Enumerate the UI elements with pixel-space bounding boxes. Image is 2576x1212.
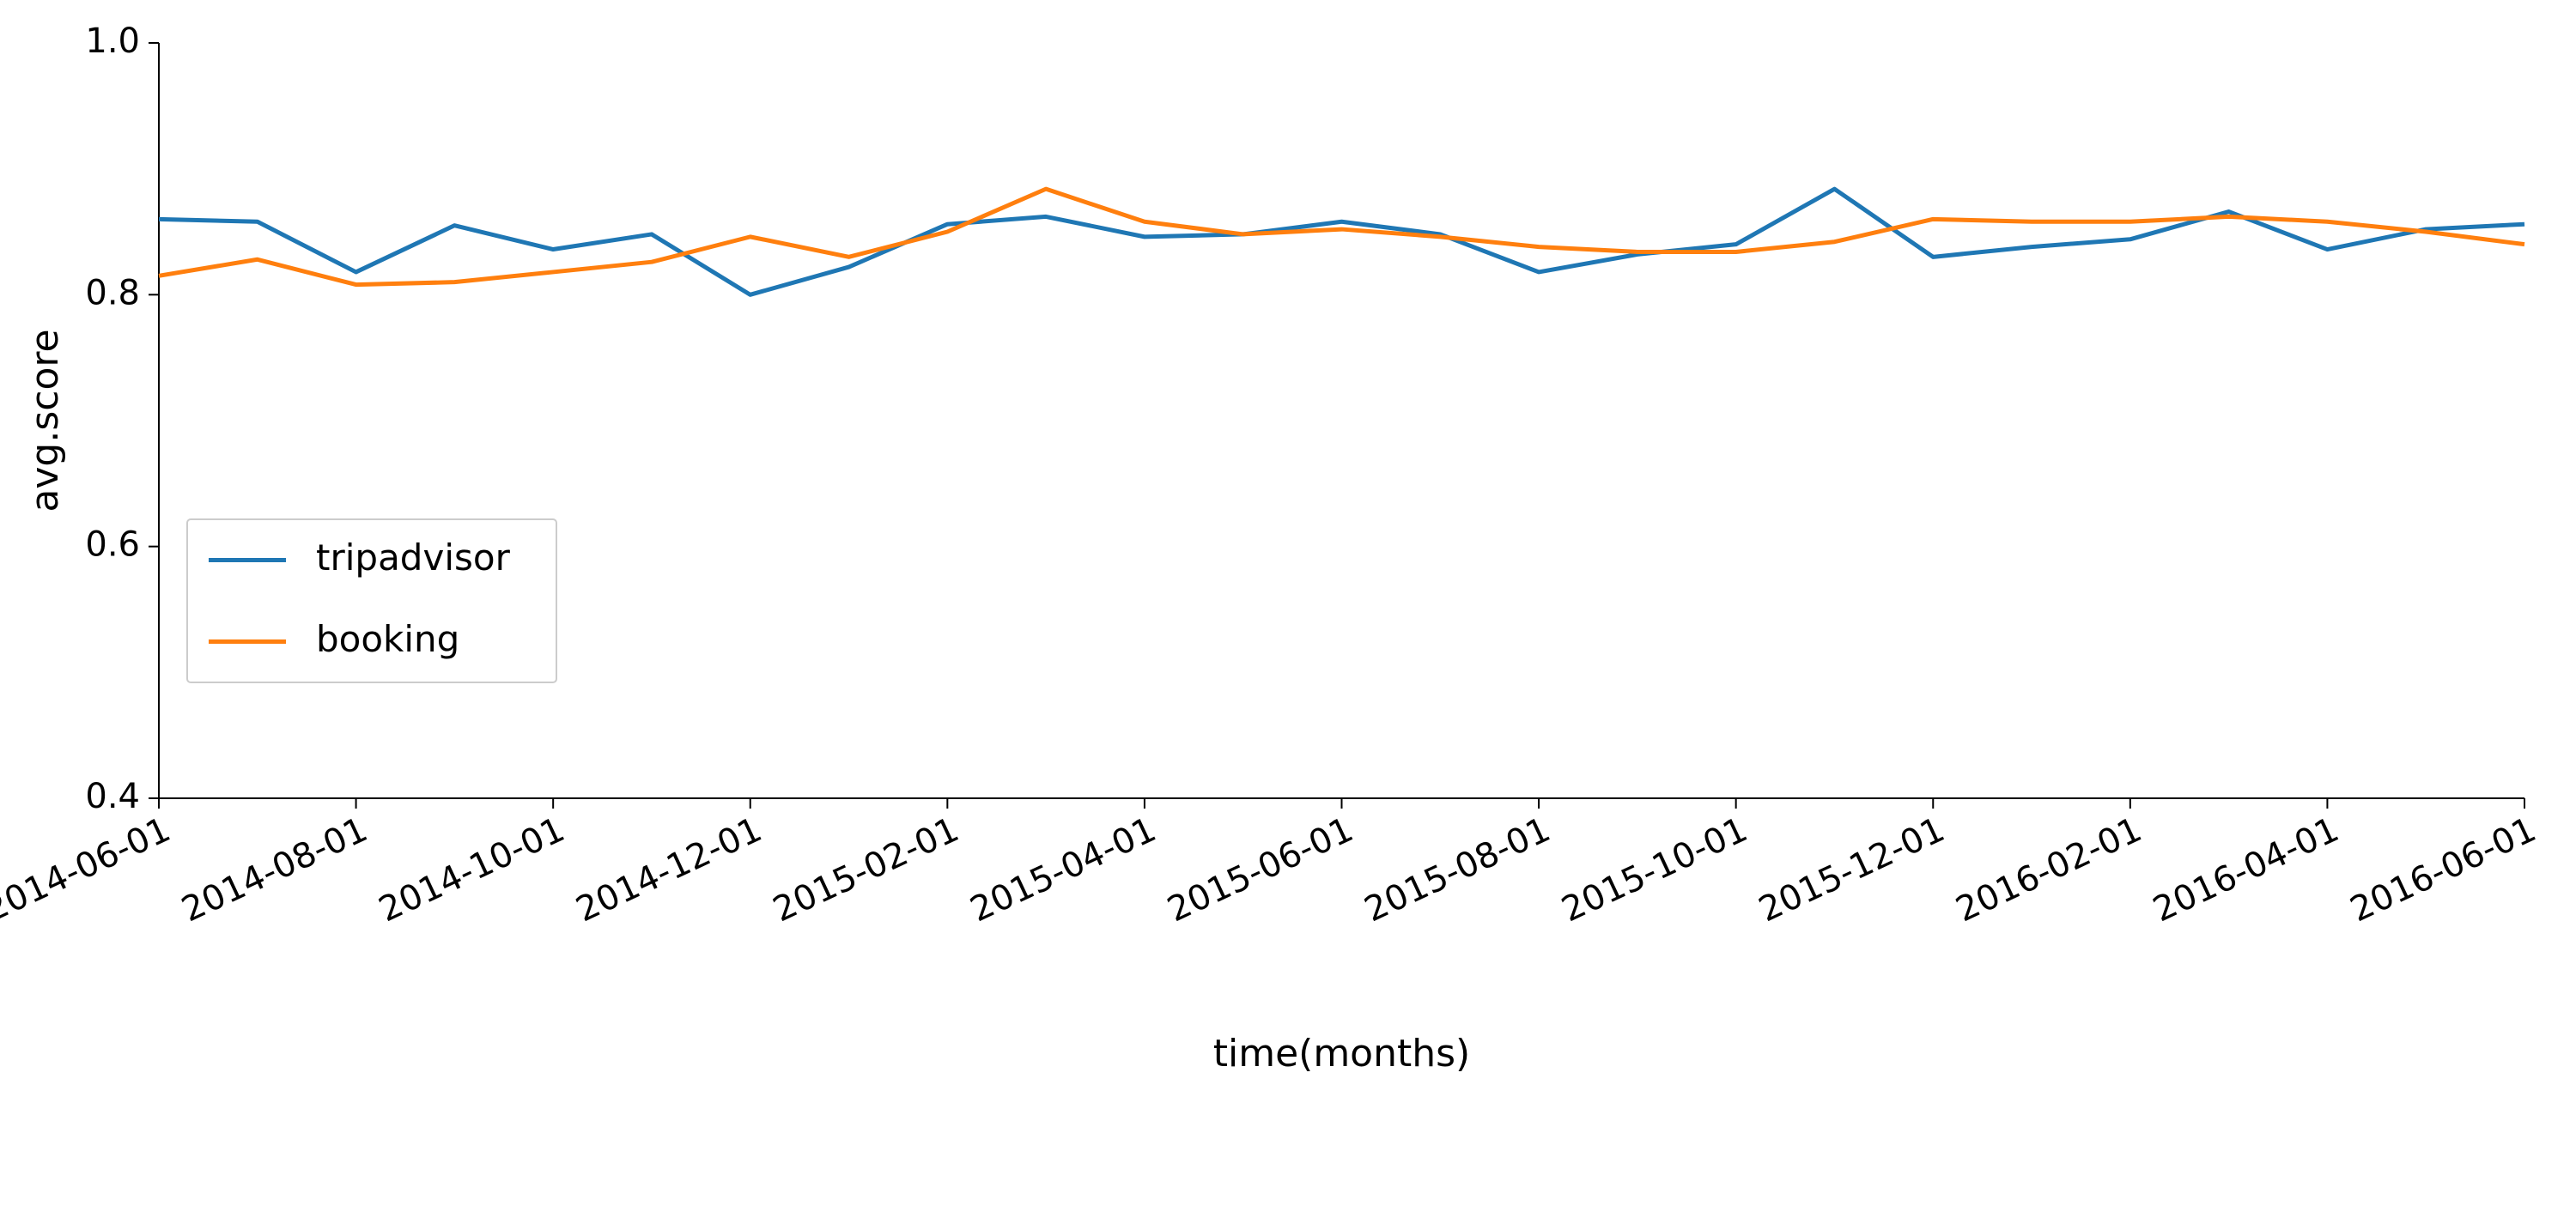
y-tick-label: 0.8	[85, 273, 140, 312]
y-tick-label: 0.4	[85, 777, 140, 816]
x-axis-label: time(months)	[1213, 1032, 1470, 1076]
y-axis-label: avg.score	[23, 329, 67, 512]
chart-container: 0.40.60.81.02014-06-012014-08-012014-10-…	[0, 0, 2576, 1212]
legend-label-booking: booking	[316, 618, 459, 660]
y-tick-label: 1.0	[85, 21, 140, 61]
line-chart: 0.40.60.81.02014-06-012014-08-012014-10-…	[0, 0, 2576, 1212]
y-tick-label: 0.6	[85, 525, 140, 565]
legend-label-tripadvisor: tripadvisor	[316, 536, 511, 579]
